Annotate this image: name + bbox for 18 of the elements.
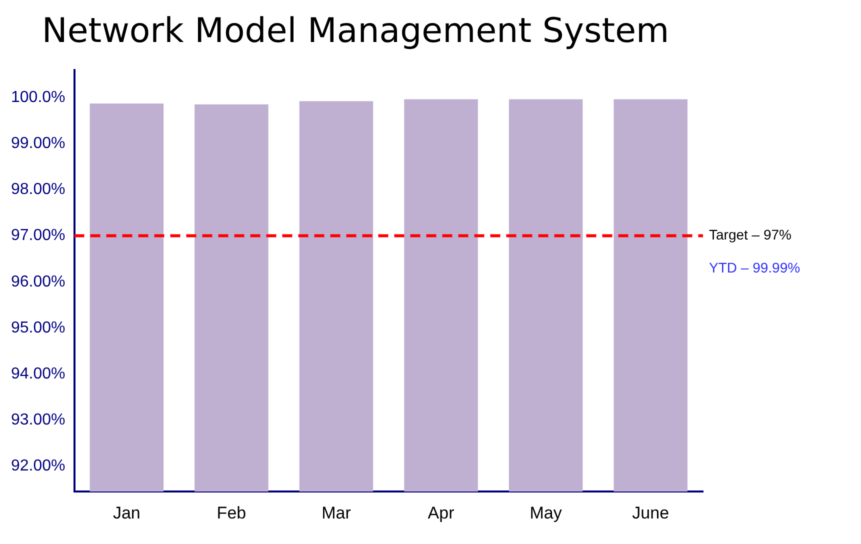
x-tick-label: Feb <box>216 503 246 522</box>
y-tick-label: 98.00% <box>11 181 66 198</box>
y-tick-label: 92.00% <box>11 458 66 475</box>
y-tick-label: 93.00% <box>11 412 66 429</box>
ref-line-label: Target – 97% <box>709 226 792 243</box>
y-tick-label: 94.00% <box>11 365 66 382</box>
y-tick-label: 99.00% <box>11 134 66 152</box>
x-tick-label: May <box>530 503 562 522</box>
x-tick-label: June <box>632 503 670 522</box>
y-tick-label: 100.0% <box>11 88 66 106</box>
text: YTD – 99.99% <box>709 260 800 276</box>
chart-title: Network Model Management System <box>42 11 670 52</box>
y-tick-label: 97.00% <box>11 227 66 244</box>
x-tick-label: Apr <box>428 503 455 522</box>
x-tick-label: Jan <box>112 503 140 522</box>
y-tick-label: 95.00% <box>11 319 66 336</box>
y-tick-label: 96.00% <box>11 273 66 290</box>
x-tick-label: Mar <box>322 503 352 522</box>
